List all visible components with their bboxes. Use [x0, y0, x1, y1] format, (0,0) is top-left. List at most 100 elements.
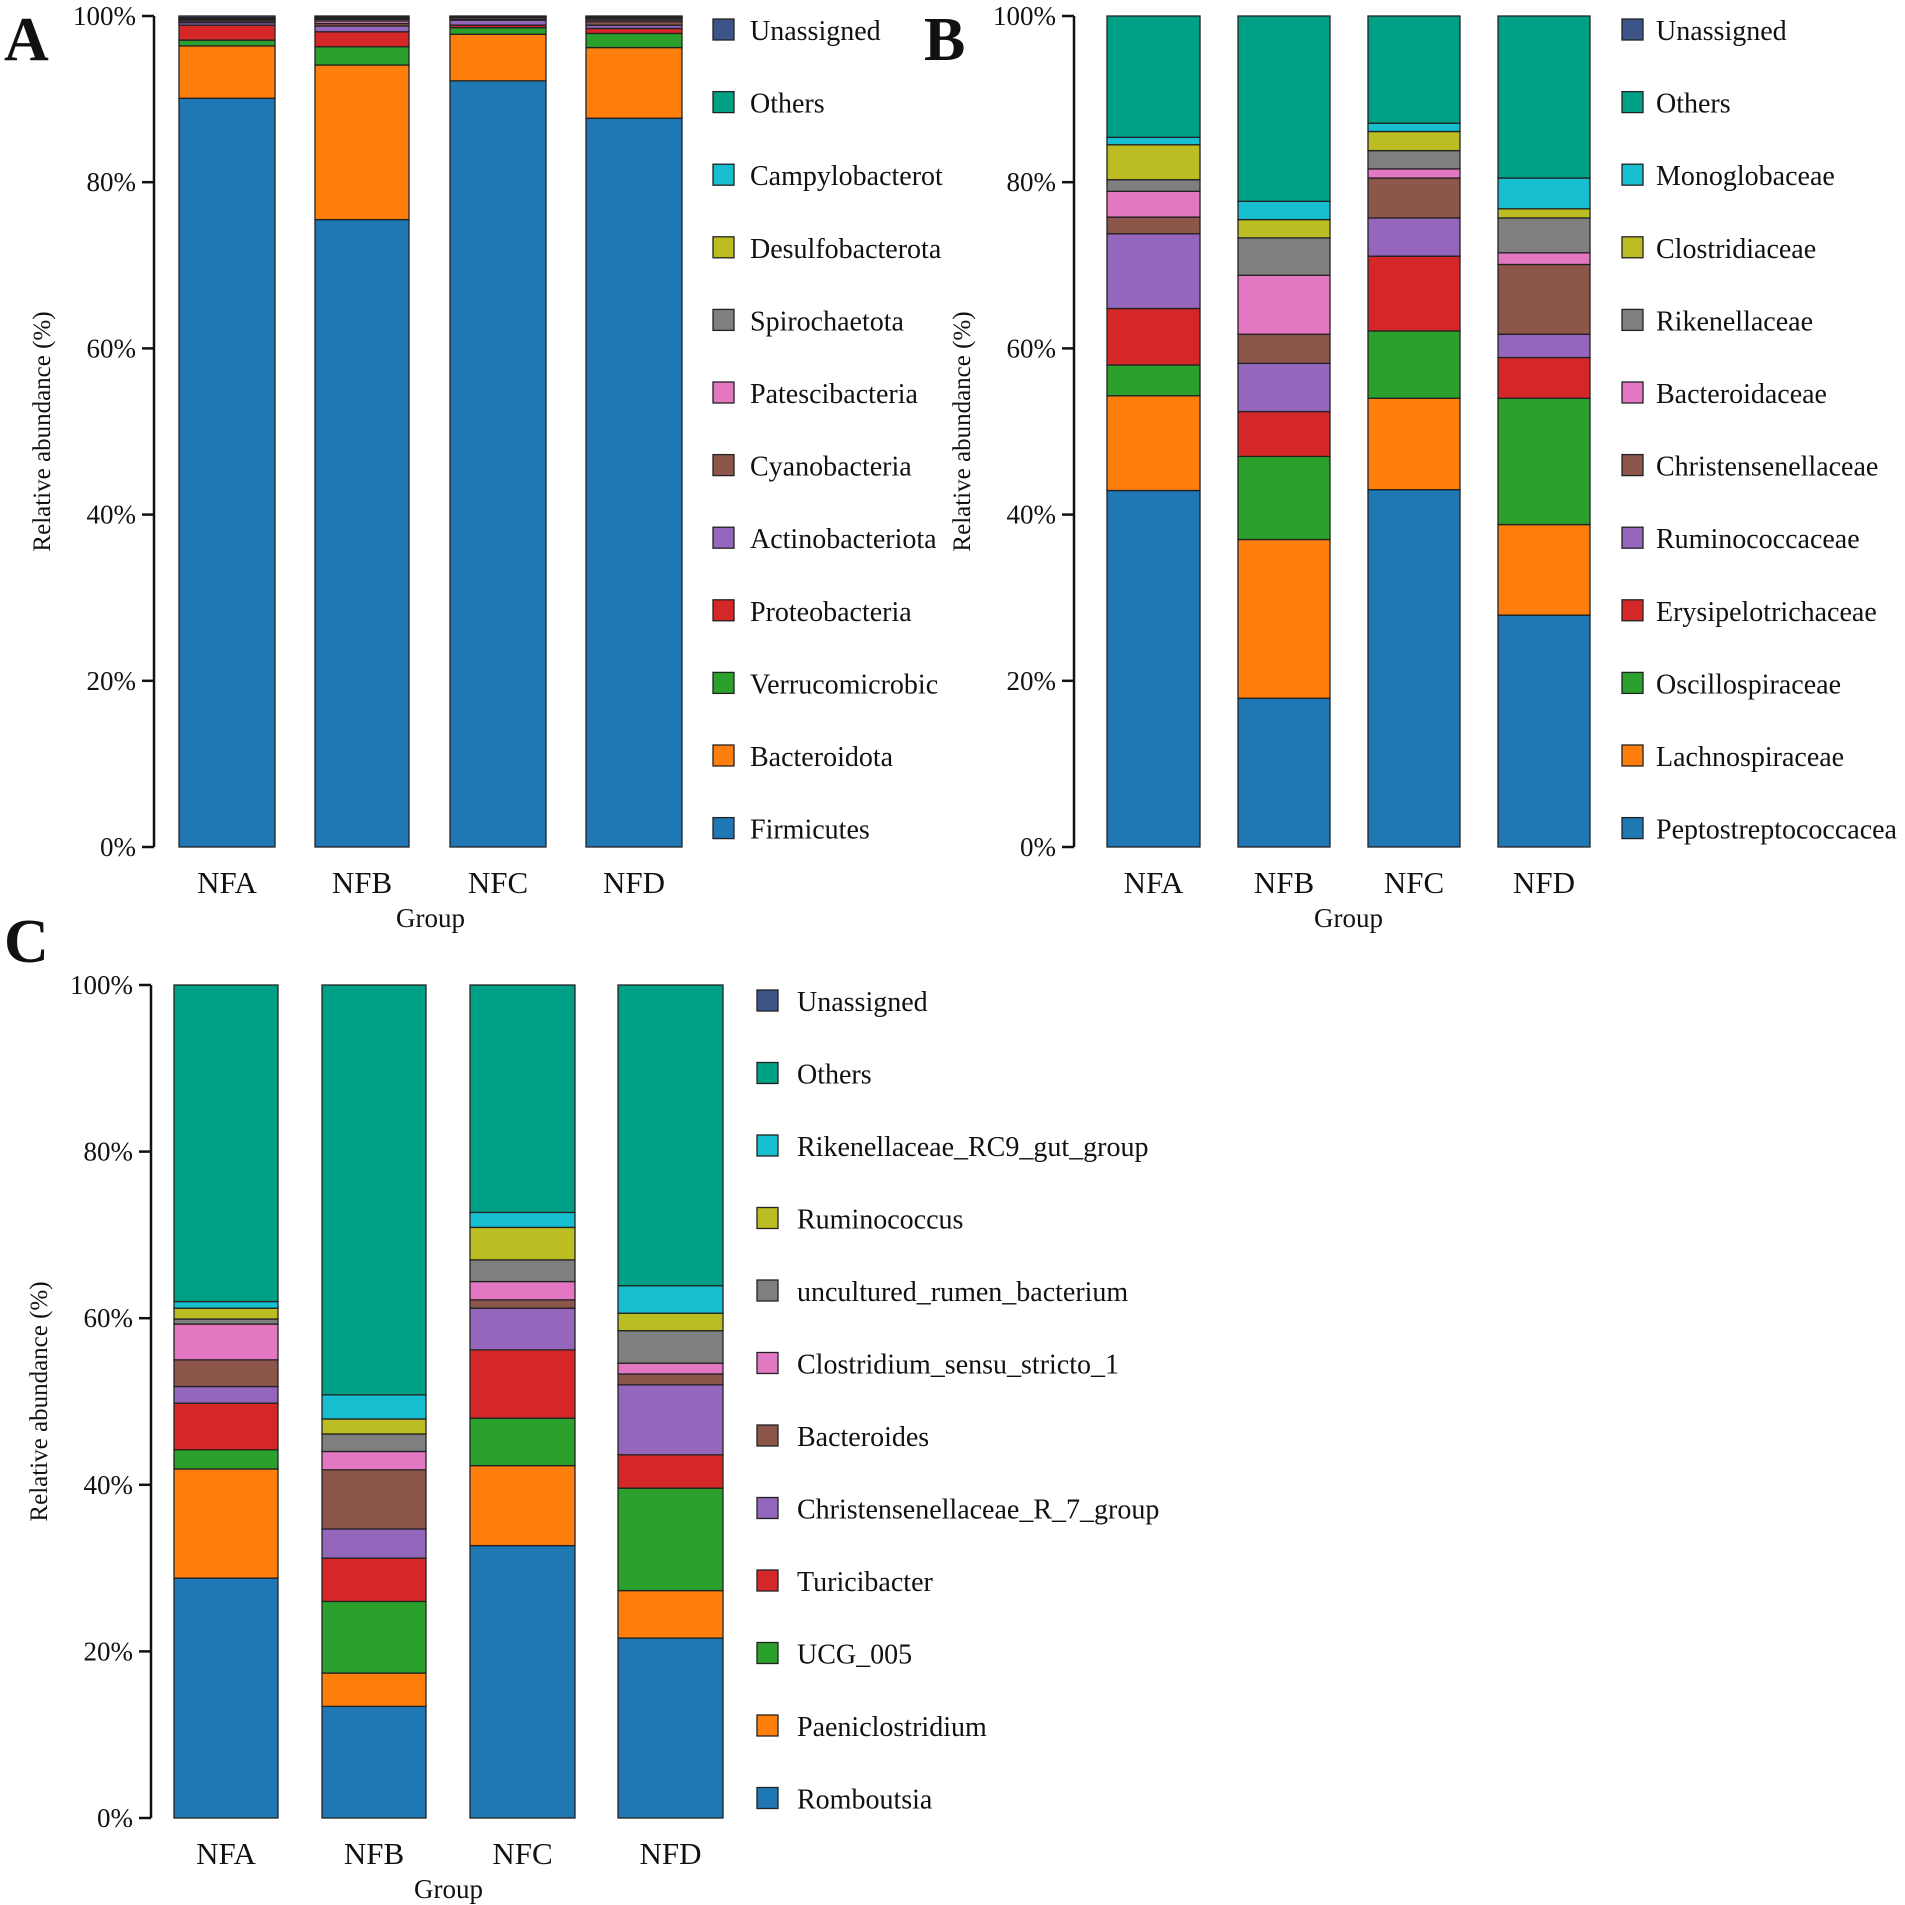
bar-segment-nfb-firmicutes [314, 218, 410, 848]
bar-segment-nfb-others [321, 984, 427, 1396]
bar-segment-nfa-erysipelotrichaceae [1106, 307, 1201, 366]
bar-segment-nfc-monoglobaceae [1367, 122, 1461, 133]
bar-segment-nfb-peptostreptococcacea [1237, 697, 1331, 848]
panel-letter: B [924, 6, 965, 74]
y-axis-title: Relative abundance (%) [949, 311, 976, 551]
panel-a: A NFA NFB NFC NFD 0% 20% 40% 60% 80% 100% Relative … [4, 1, 943, 933]
bar-segment-nfc-bacteroidaceae [1367, 168, 1461, 179]
legend-label-paeniclostridium: Paeniclostridium [797, 1712, 987, 1743]
legend-label-desulfobacterota: Desulfobacterota [750, 234, 942, 265]
bar-segment-nfd-ucg-005 [617, 1487, 724, 1592]
bar-segment-nfd-turicibacter [617, 1454, 724, 1489]
y-axis-title: Relative abundance (%) [29, 311, 56, 551]
bar-segment-nfd-clostridium-sensu-stricto-1 [617, 1362, 724, 1375]
legend-swatch-bacteroidaceae [1621, 381, 1644, 404]
bar-segment-nfc-bacteroides [469, 1299, 576, 1309]
bar-segment-nfb-actinobacteriota [314, 25, 410, 33]
y-tick-label: 40% [87, 500, 137, 530]
bar-segment-nfa-proteobacteria [178, 24, 276, 41]
x-axis-title: Group [396, 903, 465, 933]
legend-swatch-cyanobacteria [712, 453, 735, 477]
bar-segment-nfa-unassigned [178, 15, 276, 19]
bar-segment-nfb-unassigned [314, 15, 410, 18]
bar-segment-nfd-christensenellaceae-r-7-group [617, 1384, 724, 1456]
legend-label-christensenellaceae-r-7-group: Christensenellaceae_R_7_group [797, 1495, 1159, 1526]
bar-segment-nfb-rikenellaceae-rc9-gut-group [321, 1394, 427, 1420]
bar-segment-nfb-monoglobaceae [1237, 200, 1331, 221]
bar-segment-nfb-romboutsia [321, 1705, 427, 1819]
bar-segment-nfd-bacteroides [617, 1373, 724, 1386]
bar-segment-nfd-bacteroidaceae [1497, 252, 1591, 266]
legend-swatch-others [756, 1061, 779, 1085]
legend-swatch-romboutsia [756, 1786, 779, 1810]
bar-segment-nfb-turicibacter [321, 1557, 427, 1603]
bar-segment-nfb-ucg-005 [321, 1600, 427, 1674]
bar-segment-nfa-christensenellaceae [1106, 216, 1201, 235]
bar-segment-nfa-clostridium-sensu-stricto-1 [173, 1323, 279, 1361]
bar-segment-nfb-rikenellaceae [1237, 237, 1331, 276]
legend-label-proteobacteria: Proteobacteria [750, 597, 912, 628]
bar-segment-nfa-turicibacter [173, 1402, 279, 1451]
legend-label-verrucomicrobic: Verrucomicrobic [750, 669, 938, 700]
bar-segment-nfc-christensenellaceae [1367, 177, 1461, 219]
bar-segment-nfa-monoglobaceae [1106, 136, 1201, 146]
bar-segment-nfa-others [1106, 15, 1201, 138]
bar-segment-nfd-firmicutes [585, 117, 683, 848]
bar-segment-nfd-verrucomicrobic [585, 32, 683, 49]
y-tick-label: 0% [1020, 832, 1056, 862]
bar-segment-nfd-romboutsia [617, 1637, 724, 1819]
bar-segment-nfd-rikenellaceae [1497, 217, 1591, 254]
legend-swatch-uncultured-rumen-bacterium [756, 1279, 779, 1302]
bar-segment-nfd-rikenellaceae-rc9-gut-group [617, 1285, 724, 1314]
bar-segment-nfd-christensenellaceae [1497, 263, 1591, 335]
bar-segment-nfb-uncultured-rumen-bacterium [321, 1433, 427, 1453]
bar-segment-nfa-verrucomicrobic [178, 39, 276, 47]
legend-swatch-oscillospiraceae [1621, 671, 1644, 695]
legend-swatch-christensenellaceae [1621, 453, 1644, 477]
bar-segment-nfa-ruminococcaceae [1106, 233, 1201, 310]
x-tick-label: NFD [603, 865, 665, 900]
legend-label-erysipelotrichaceae: Erysipelotrichaceae [1656, 597, 1877, 628]
legend-swatch-peptostreptococcacea [1621, 816, 1644, 840]
panel-letter: A [4, 6, 49, 74]
legend-swatch-unassigned [712, 18, 735, 41]
bar-segment-nfc-romboutsia [469, 1544, 576, 1819]
bar-segment-nfd-oscillospiraceae [1497, 397, 1591, 526]
legend: Unassigned Others Rikenellaceae_RC9_gut_gr… [756, 987, 1159, 1816]
legend-label-unassigned: Unassigned [1656, 16, 1787, 47]
bar-segment-nfb-paeniclostridium [321, 1672, 427, 1708]
x-tick-label: NFB [332, 865, 392, 900]
bar-segment-nfd-monoglobaceae [1497, 177, 1591, 210]
y-tick-label: 0% [97, 1803, 133, 1833]
legend-label-clostridium-sensu-stricto-1: Clostridium_sensu_stricto_1 [797, 1350, 1119, 1381]
bar-segment-nfc-others [1367, 15, 1461, 124]
bar-segment-nfa-others [173, 984, 279, 1303]
legend-label-cyanobacteria: Cyanobacteria [750, 452, 912, 483]
legend-label-clostridiaceae: Clostridiaceae [1656, 234, 1816, 265]
legend-label-spirochaetota: Spirochaetota [750, 306, 905, 337]
bar-segment-nfb-others [1237, 15, 1331, 202]
y-tick-label: 60% [1007, 333, 1057, 363]
bar-segment-nfd-erysipelotrichaceae [1497, 356, 1591, 399]
legend-swatch-rikenellaceae [1621, 308, 1644, 332]
legend-swatch-clostridium-sensu-stricto-1 [756, 1351, 779, 1375]
bar-segment-nfa-bacteroidaceae [1106, 190, 1201, 218]
bar-segment-nfa-peptostreptococcacea [1106, 489, 1201, 848]
bar-segment-nfc-clostridium-sensu-stricto-1 [469, 1280, 576, 1301]
bar-segment-nfd-others [1497, 15, 1591, 179]
bar-segment-nfc-oscillospiraceae [1367, 330, 1461, 399]
legend-label-rikenellaceae: Rikenellaceae [1656, 306, 1813, 337]
legend-label-actinobacteriota: Actinobacteriota [750, 524, 937, 555]
bar-segment-nfa-rikenellaceae [1106, 179, 1201, 192]
legend-label-christensenellaceae: Christensenellaceae [1656, 452, 1878, 483]
legend-swatch-paeniclostridium [756, 1714, 779, 1737]
legend-swatch-ruminococcus [756, 1206, 779, 1230]
bar-segment-nfd-bacteroidota [585, 46, 683, 119]
bar-segment-nfa-uncultured-rumen-bacterium [173, 1318, 279, 1325]
legend-swatch-campylobacterot [712, 163, 735, 186]
bar-segment-nfc-turicibacter [469, 1349, 576, 1419]
bar-segment-nfc-clostridiaceae [1367, 130, 1461, 152]
legend-label-monoglobaceae: Monoglobaceae [1656, 161, 1835, 192]
bar-segment-nfd-ruminococcus [617, 1312, 724, 1332]
